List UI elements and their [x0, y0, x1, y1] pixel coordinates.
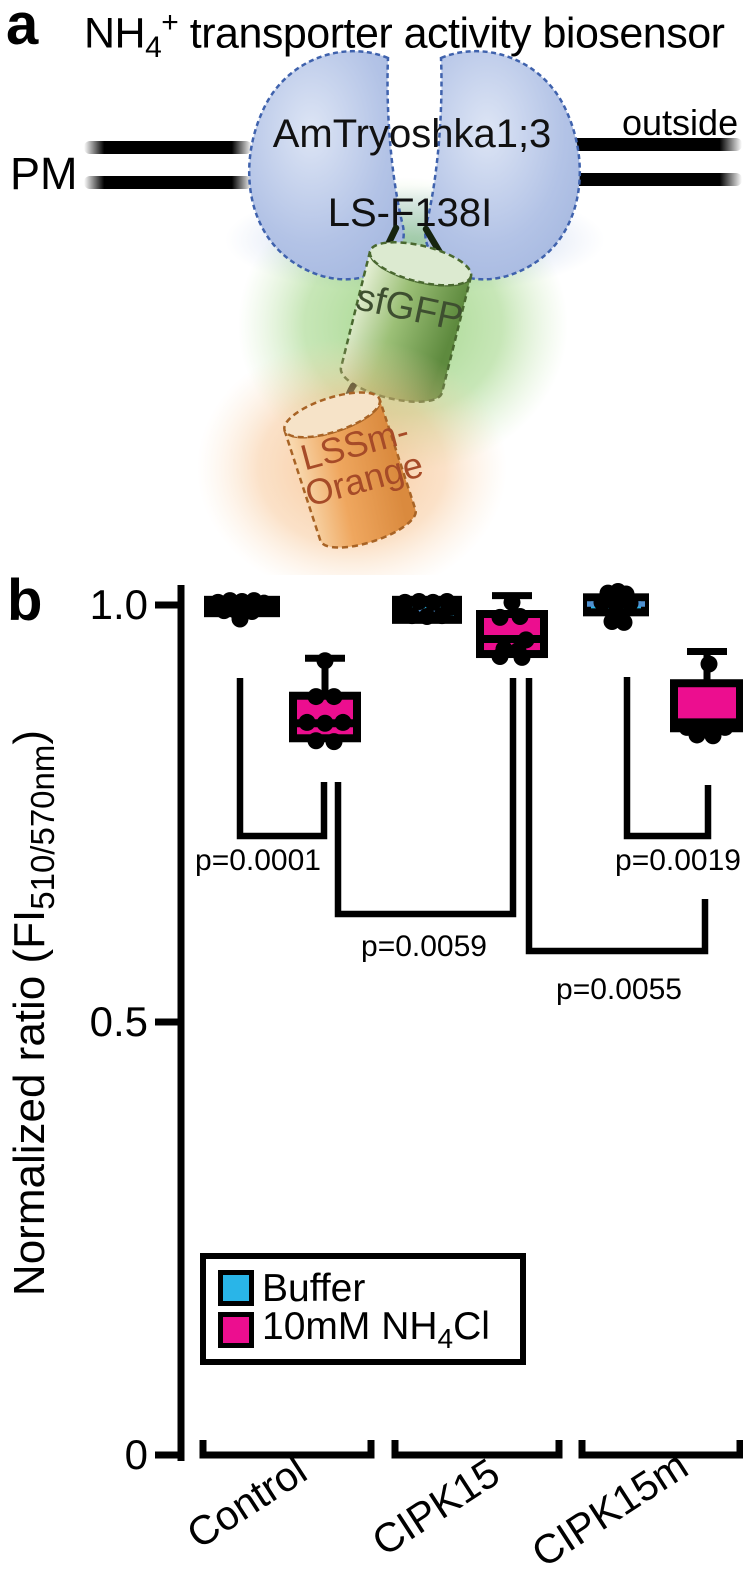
legend-label-nh4cl: 10mM NH4Cl	[262, 1305, 490, 1354]
legend-swatch-nh4cl	[218, 1312, 254, 1348]
lobe-left	[247, 49, 405, 281]
pm-label: PM	[10, 148, 78, 199]
data-point	[491, 608, 509, 626]
data-point	[316, 652, 334, 670]
data-point	[325, 688, 343, 706]
data-point	[334, 713, 352, 731]
data-point	[424, 593, 442, 611]
data-point	[491, 648, 509, 666]
legend-label-buffer: Buffer	[262, 1266, 366, 1310]
legend-swatch-buffer	[218, 1270, 254, 1306]
data-point	[215, 602, 233, 620]
transporter-lobes	[247, 49, 582, 281]
data-point	[704, 727, 722, 745]
lssmorange-cylinder	[282, 391, 418, 549]
data-point	[688, 726, 706, 744]
outside-label: outside	[622, 102, 739, 143]
boxplot	[155, 582, 743, 1461]
data-point	[418, 608, 436, 626]
data-point	[307, 688, 325, 706]
ytick-1.0: 1.0	[89, 581, 148, 628]
data-point	[503, 593, 521, 611]
lobe-right	[424, 49, 582, 281]
data-point	[325, 733, 343, 751]
box-series-layer	[204, 582, 743, 955]
data-point	[593, 593, 611, 611]
data-point	[394, 599, 412, 617]
legend-item-buffer: Buffer	[218, 1267, 516, 1309]
y-axis	[155, 585, 185, 1461]
biosensor-diagram: AmTryoshka1;3 LS-F138I sfGFP LSSm- Orang…	[84, 49, 742, 575]
ytick-0.5: 0.5	[89, 998, 148, 1045]
data-point	[621, 594, 639, 612]
data-point	[410, 592, 428, 610]
pvalue-label-2: p=0.0059	[361, 930, 487, 963]
y-axis-label: Normalized ratio (FI510/570nm)	[5, 729, 61, 1297]
data-point	[316, 714, 334, 732]
data-point	[298, 713, 316, 731]
panel-a-letter: a	[6, 0, 39, 57]
x-axis-group-brackets	[199, 1440, 743, 1459]
data-point	[716, 718, 734, 736]
data-point	[231, 610, 249, 628]
significance-bracket-3	[525, 678, 709, 955]
data-point	[615, 613, 633, 631]
data-point	[607, 595, 625, 613]
legend-item-nh4cl: 10mM NH4Cl	[218, 1305, 516, 1354]
pvalue-label-3: p=0.0055	[556, 973, 682, 1006]
data-point	[700, 655, 718, 673]
membrane-right	[556, 138, 742, 186]
panel-a-title: NH4+ transporter activity biosensor	[84, 6, 725, 64]
ytick-0: 0	[124, 1431, 148, 1478]
data-point	[511, 608, 529, 626]
data-point	[307, 732, 325, 750]
panel-b-letter: b	[7, 568, 43, 633]
protein-name-line1: AmTryoshka1;3	[273, 112, 552, 156]
data-point	[442, 598, 460, 616]
protein-name-line2: LS-F138I	[328, 191, 493, 235]
pvalue-label-1: p=0.0001	[195, 844, 321, 877]
significance-bracket-2	[334, 678, 517, 918]
pvalue-label-4: p=0.0019	[615, 844, 741, 877]
membrane-left	[84, 141, 252, 189]
legend: Buffer 10mM NH4Cl	[200, 1253, 526, 1365]
data-point	[513, 648, 531, 666]
significance-bracket-1	[236, 678, 328, 840]
data-point	[255, 594, 273, 612]
significance-bracket-4	[623, 677, 712, 840]
